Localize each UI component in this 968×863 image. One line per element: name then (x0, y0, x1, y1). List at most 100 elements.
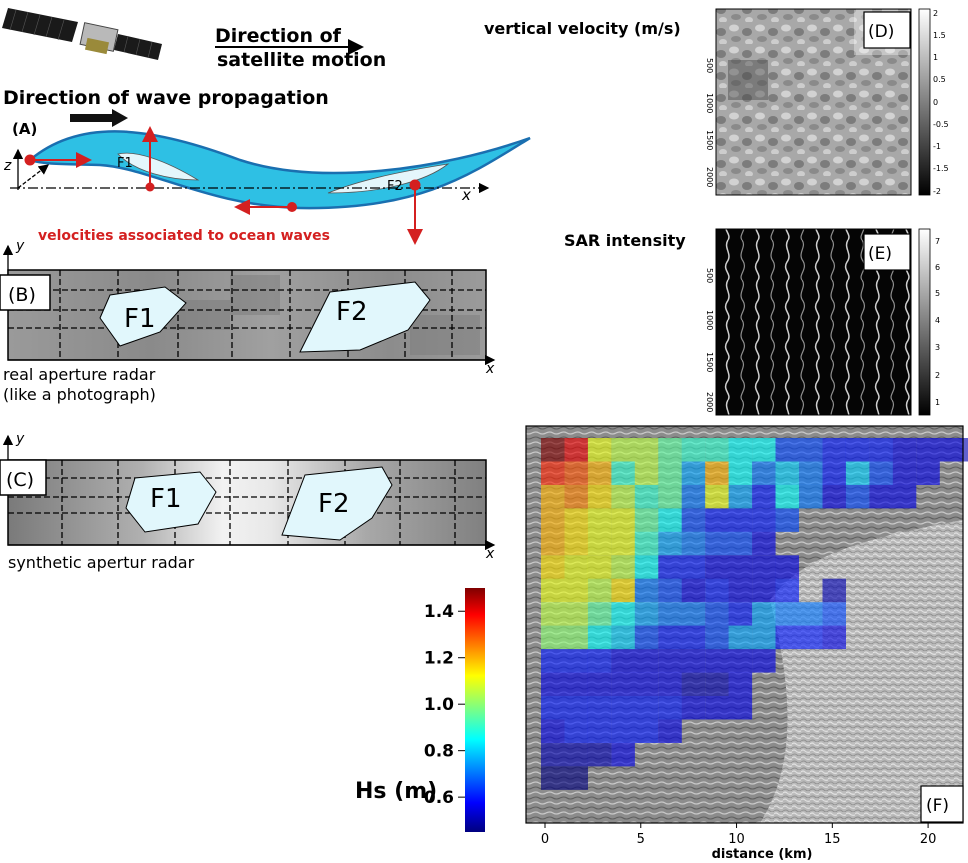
hs-cell (705, 531, 729, 556)
hs-cell (705, 555, 729, 579)
e-y-tick-500: 500 (705, 268, 714, 283)
facet-f1-b (99, 286, 187, 347)
hs-cell (634, 625, 659, 650)
hs-cell (611, 531, 635, 556)
hs-cell (916, 461, 940, 485)
panel-d-y-ticks: 500 1000 1500 2000 (705, 58, 714, 187)
hs-cell (775, 484, 799, 509)
hs-cell (705, 696, 729, 720)
y-axis-label-b: y (15, 238, 25, 254)
hs-cell (611, 578, 635, 603)
d-cb-tick-3: 0.5 (933, 75, 946, 84)
hs-cell (541, 555, 565, 579)
panel-b: y x F1 F2 (B) real aperture radar (like … (0, 238, 496, 404)
hs-cell (705, 672, 729, 696)
hs-cell (681, 555, 706, 579)
hs-cell (869, 461, 893, 485)
panel-c: y x F1 F2 (C) synthetic apertur radar (0, 431, 496, 572)
d-y-tick-2000: 2000 (705, 167, 714, 187)
hs-cell (658, 696, 682, 720)
hs-cell (587, 508, 612, 532)
hs-cell (752, 531, 776, 556)
hs-cell (775, 625, 799, 650)
hs-cell (728, 696, 753, 720)
hs-cell (541, 508, 565, 532)
x-axis-label-a: x (461, 186, 471, 204)
e-cb-tick-4: 3 (935, 343, 940, 352)
hs-cell (705, 649, 729, 673)
velocity-vectors (24, 126, 423, 245)
hs-cell (681, 438, 706, 462)
hs-cell (587, 461, 612, 485)
hs-cell (705, 602, 729, 626)
cb-tick-label: 0.6 (424, 788, 454, 808)
d-y-tick-1500: 1500 (705, 130, 714, 150)
hs-cell (611, 719, 635, 743)
facet-f2-b (299, 281, 431, 353)
panel-e-colorbar-ticks: 7 6 5 4 3 2 1 (935, 237, 940, 407)
synthetic-aperture-image (7, 459, 487, 546)
hs-cell (564, 696, 588, 720)
panel-f-x-axis: 0 5 10 15 20 (541, 823, 937, 847)
hs-cell (799, 484, 823, 509)
wave-propagation-arrow (70, 109, 128, 127)
hs-cell (658, 649, 682, 673)
f2-label-c: F2 (318, 489, 350, 519)
hs-cell (705, 484, 729, 509)
hs-cell (587, 672, 612, 696)
hs-cell (728, 461, 753, 485)
e-y-tick-1500: 1500 (705, 352, 714, 372)
hs-cell (892, 461, 917, 485)
hs-cell (564, 649, 588, 673)
hs-cell (541, 696, 565, 720)
y-axis-a (17, 164, 50, 189)
hs-cell (728, 672, 753, 696)
hs-cell (541, 742, 565, 767)
hs-cell (658, 531, 682, 556)
hs-cell (564, 742, 588, 767)
hs-cell (634, 696, 659, 720)
panel-e: SAR intensity (E) 500 1000 1500 2000 7 6… (564, 228, 940, 416)
real-aperture-caption-2: (like a photograph) (3, 385, 156, 404)
hs-cell (541, 625, 565, 650)
x-tick-label: 5 (637, 832, 645, 847)
hs-cell (611, 438, 635, 462)
hs-cell (752, 484, 776, 509)
hs-cell (799, 438, 823, 462)
hs-cell (658, 438, 682, 462)
x-axis-label-b: x (485, 361, 495, 377)
hs-cell (611, 484, 635, 509)
hs-cell (916, 438, 940, 462)
hs-cell (775, 578, 799, 603)
e-cb-tick-3: 4 (935, 316, 940, 325)
hs-cell (939, 438, 964, 462)
x-tick-label: 20 (920, 832, 937, 847)
hs-colorbar (465, 588, 485, 832)
hs-cell (634, 578, 659, 603)
hs-cell (611, 742, 635, 767)
hs-cell (611, 672, 635, 696)
hs-cell (752, 555, 776, 579)
hs-cell (564, 719, 588, 743)
hs-cell (822, 484, 846, 509)
panel-e-y-ticks: 500 1000 1500 2000 (705, 268, 714, 412)
hs-colorbar-ticks: 1.4 1.2 1.0 0.8 0.6 (424, 602, 465, 808)
hs-cell (799, 625, 823, 650)
hs-cell (775, 602, 799, 626)
d-cb-tick-0: 2 (933, 9, 938, 18)
hs-cell (634, 484, 659, 509)
panel-f-xlabel: distance (km) (712, 847, 813, 862)
e-cb-tick-6: 1 (935, 398, 940, 407)
hs-cell (775, 438, 799, 462)
hs-cell (611, 555, 635, 579)
hs-cell (752, 438, 776, 462)
hs-cell (845, 438, 870, 462)
hs-cell (587, 742, 612, 767)
panel-a-letter: (A) (12, 120, 37, 138)
hs-cell (752, 602, 776, 626)
panel-e-title: SAR intensity (564, 231, 686, 250)
hs-cell (541, 672, 565, 696)
z-axis-label: z (3, 158, 12, 174)
hs-cell (752, 625, 776, 650)
